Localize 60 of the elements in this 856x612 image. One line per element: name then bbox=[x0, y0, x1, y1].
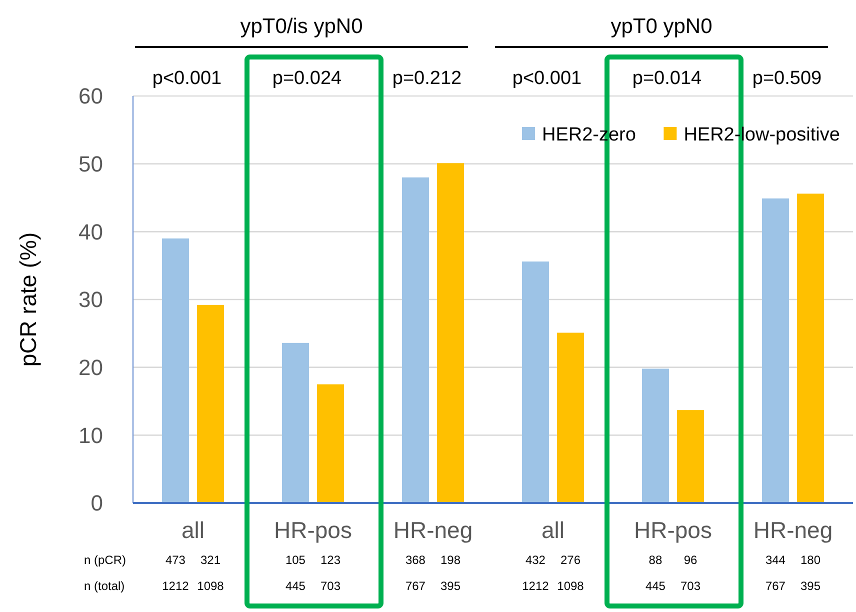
y-tick-label: 0 bbox=[90, 490, 103, 516]
text: p=0.212 bbox=[392, 68, 462, 89]
text: p<0.001 bbox=[152, 68, 222, 89]
bar bbox=[197, 304, 224, 503]
x-tick-label: HR-pos bbox=[634, 517, 712, 543]
x-tick-label: all bbox=[181, 517, 205, 543]
bar bbox=[522, 262, 549, 503]
text: ypT0 ypN0 bbox=[610, 15, 712, 38]
text: 767 bbox=[765, 579, 786, 593]
text: 395 bbox=[800, 579, 821, 593]
text: 767 bbox=[405, 579, 426, 593]
bar bbox=[797, 194, 824, 503]
text: 395 bbox=[440, 579, 461, 593]
text: 180 bbox=[800, 553, 821, 567]
y-tick-label: 40 bbox=[78, 219, 103, 244]
text: p=0.509 bbox=[752, 68, 822, 89]
y-tick-label: 30 bbox=[78, 287, 103, 312]
y-tick-label: 20 bbox=[78, 355, 103, 380]
text: 703 bbox=[680, 579, 701, 593]
text: 321 bbox=[200, 553, 221, 567]
text: 368 bbox=[405, 553, 426, 567]
text: p=0.014 bbox=[632, 68, 702, 89]
text: n (pCR) bbox=[84, 553, 126, 567]
text: 96 bbox=[684, 553, 698, 567]
bar bbox=[762, 198, 789, 503]
y-tick-label: 60 bbox=[78, 84, 103, 109]
text: 344 bbox=[765, 553, 786, 567]
text: p<0.001 bbox=[512, 68, 582, 89]
text: 445 bbox=[645, 579, 666, 593]
text: 1212 bbox=[522, 579, 550, 593]
text: 276 bbox=[560, 553, 581, 567]
bar bbox=[402, 177, 429, 503]
text: p=0.024 bbox=[272, 68, 342, 89]
text: n (total) bbox=[84, 579, 125, 593]
x-tick-label: all bbox=[541, 517, 565, 543]
x-tick-label: HR-pos bbox=[274, 517, 352, 543]
x-tick-label: HR-neg bbox=[753, 517, 833, 543]
text: 473 bbox=[165, 553, 186, 567]
text: 1098 bbox=[197, 579, 224, 593]
bar bbox=[162, 238, 189, 503]
text: 105 bbox=[285, 553, 306, 567]
text: 88 bbox=[648, 553, 662, 567]
text: 198 bbox=[440, 553, 461, 567]
y-tick-label: 50 bbox=[78, 152, 103, 177]
text: ypT0/is ypN0 bbox=[240, 15, 363, 38]
bar bbox=[557, 332, 584, 503]
x-tick-label: HR-neg bbox=[393, 517, 473, 543]
text: 1212 bbox=[162, 579, 190, 593]
y-tick-label: 10 bbox=[78, 422, 103, 448]
text: 1098 bbox=[557, 579, 584, 593]
text: 703 bbox=[320, 579, 341, 593]
bar bbox=[437, 163, 464, 503]
bar bbox=[282, 342, 309, 503]
bar bbox=[642, 368, 669, 503]
bar bbox=[677, 410, 704, 503]
text: 432 bbox=[525, 553, 546, 567]
bar bbox=[317, 384, 344, 503]
y-axis-title: pCR rate (%) bbox=[15, 232, 41, 367]
text: 445 bbox=[285, 579, 306, 593]
text: 123 bbox=[320, 553, 341, 567]
